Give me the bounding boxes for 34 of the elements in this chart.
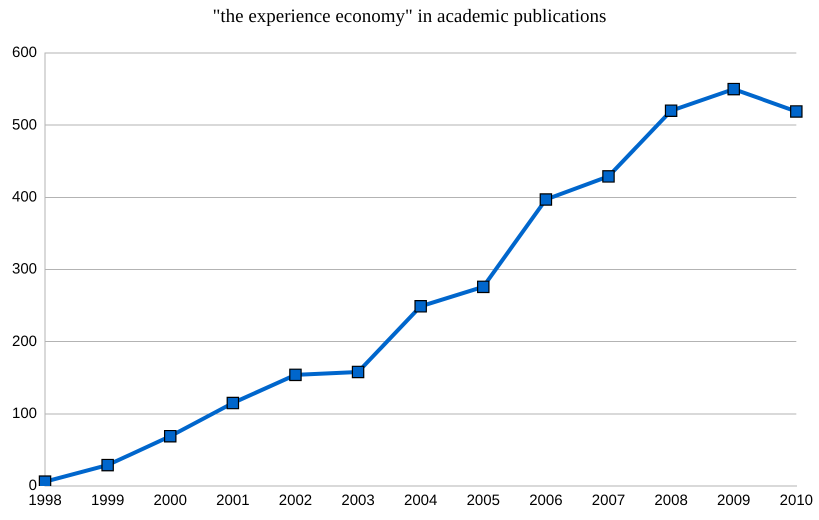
- x-tick-label: 2010: [780, 492, 814, 510]
- x-tick-label: 2008: [654, 492, 688, 510]
- x-tick-label: 2006: [529, 492, 563, 510]
- point: [790, 105, 803, 118]
- x-tick-label: 2007: [592, 492, 626, 510]
- y-tick-label: 600: [12, 44, 38, 62]
- point: [352, 366, 364, 378]
- x-tick-label: 2001: [216, 492, 250, 510]
- x-tick-label: 2005: [466, 492, 500, 510]
- x-tick-label: 2003: [341, 492, 375, 510]
- point: [164, 430, 176, 442]
- y-tick-label: 300: [12, 260, 38, 278]
- point: [540, 193, 552, 206]
- point: [602, 170, 615, 183]
- point: [664, 104, 678, 117]
- y-tick-label: 0: [28, 477, 38, 494]
- point: [289, 368, 302, 382]
- x-tick-label: 2009: [717, 492, 750, 510]
- y-tick-label: 200: [12, 332, 38, 350]
- y-tick-label: 400: [12, 188, 38, 206]
- point: [477, 280, 490, 294]
- point: [38, 475, 52, 486]
- x-tick-label: 2004: [404, 492, 438, 510]
- x-tick-label: 2002: [278, 492, 312, 510]
- y-tick-label: 500: [12, 116, 38, 134]
- point: [226, 396, 240, 410]
- x-tick-label: 1998: [28, 492, 62, 510]
- chart-title: "the experience economy" in academic publications: [212, 6, 608, 28]
- x-tick-label: 2000: [154, 492, 187, 510]
- x-tick-label: 1999: [90, 492, 124, 510]
- point: [414, 300, 427, 313]
- point: [101, 458, 114, 472]
- point: [727, 82, 740, 96]
- y-tick-label: 100: [12, 404, 38, 422]
